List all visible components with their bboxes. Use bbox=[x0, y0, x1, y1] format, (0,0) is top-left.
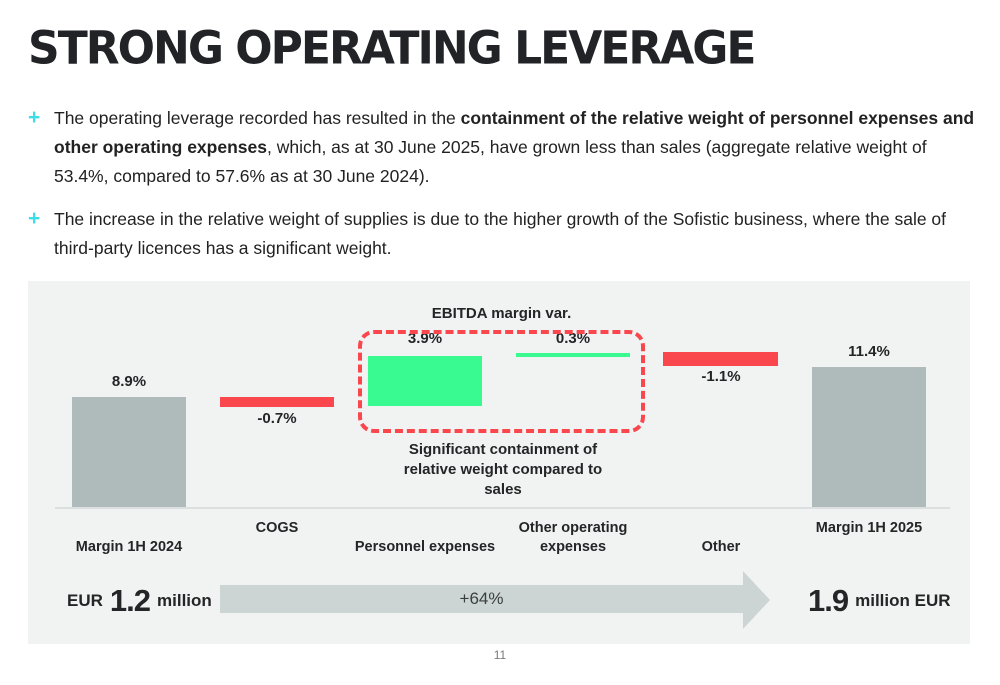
bullet-text-pre: The increase in the relative weight of s… bbox=[54, 209, 947, 258]
bullet-item: + The operating leverage recorded has re… bbox=[28, 104, 978, 191]
value-label: 11.4% bbox=[848, 343, 890, 360]
end-unit-label: million EUR bbox=[855, 591, 951, 610]
start-currency-label: EUR bbox=[67, 591, 103, 610]
page-title: STRONG OPERATING LEVERAGE bbox=[28, 22, 756, 76]
plus-bullet-icon: + bbox=[28, 207, 41, 230]
bar-personnel-expenses bbox=[368, 356, 482, 406]
value-label: -0.7% bbox=[257, 410, 297, 427]
annotation-caption: Significant containment of relative weig… bbox=[383, 440, 623, 500]
bullet-text-bold: containment of the relative weight of pe… bbox=[54, 108, 975, 157]
start-value: 1.2 bbox=[109, 583, 151, 618]
bullet-text-pre: The operating leverage recorded has resu… bbox=[54, 108, 461, 128]
value-label: 0.3% bbox=[555, 330, 591, 347]
ebitda-dashed-highlight-box bbox=[358, 330, 645, 433]
bullet-text: The increase in the relative weight of s… bbox=[54, 205, 978, 263]
growth-arrow-label: +64% bbox=[459, 589, 504, 608]
category-label: Margin 1H 2024 bbox=[75, 539, 183, 555]
ebitda-annotation-title: EBITDA margin var. bbox=[431, 305, 572, 322]
category-label: Other operating expenses bbox=[518, 520, 628, 555]
category-label: COGS bbox=[255, 520, 299, 536]
page-number: 11 bbox=[493, 648, 507, 662]
annotation-caption-line2: relative weight compared to sales bbox=[403, 461, 603, 498]
bullet-item: + The increase in the relative weight of… bbox=[28, 205, 978, 263]
annotation-caption-line1: Significant containment of bbox=[408, 441, 598, 458]
start-unit-label: million bbox=[157, 591, 212, 610]
bullet-list: + The operating leverage recorded has re… bbox=[28, 104, 978, 277]
start-value-group: EUR 1.2 million bbox=[67, 581, 212, 621]
waterfall-chart-panel: 8.9% -0.7% 3.9% 0.3% -1.1% 11.4% Margin … bbox=[28, 281, 970, 644]
growth-arrow-head-icon bbox=[743, 571, 770, 629]
growth-arrow-shaft bbox=[220, 585, 743, 613]
plus-bullet-icon: + bbox=[28, 106, 41, 129]
end-value-group: 1.9 million EUR bbox=[808, 581, 951, 621]
bar-other bbox=[663, 352, 778, 366]
category-label: Personnel expenses bbox=[354, 539, 496, 555]
bullet-text-post: , which, as at 30 June 2025, have grown … bbox=[54, 137, 927, 186]
value-label: 8.9% bbox=[111, 373, 147, 390]
bar-other-operating-expenses bbox=[516, 353, 630, 357]
value-label: -1.1% bbox=[701, 368, 741, 385]
bar-cogs bbox=[220, 397, 334, 407]
value-label: 3.9% bbox=[407, 330, 443, 347]
category-label: Margin 1H 2025 bbox=[815, 520, 923, 536]
bar-margin-1h2025 bbox=[812, 367, 926, 507]
bullet-text: The operating leverage recorded has resu… bbox=[54, 104, 978, 191]
end-value: 1.9 bbox=[808, 583, 849, 618]
category-label: Other bbox=[701, 539, 741, 555]
bar-margin-1h2024 bbox=[72, 397, 186, 507]
x-axis-baseline bbox=[55, 507, 950, 509]
